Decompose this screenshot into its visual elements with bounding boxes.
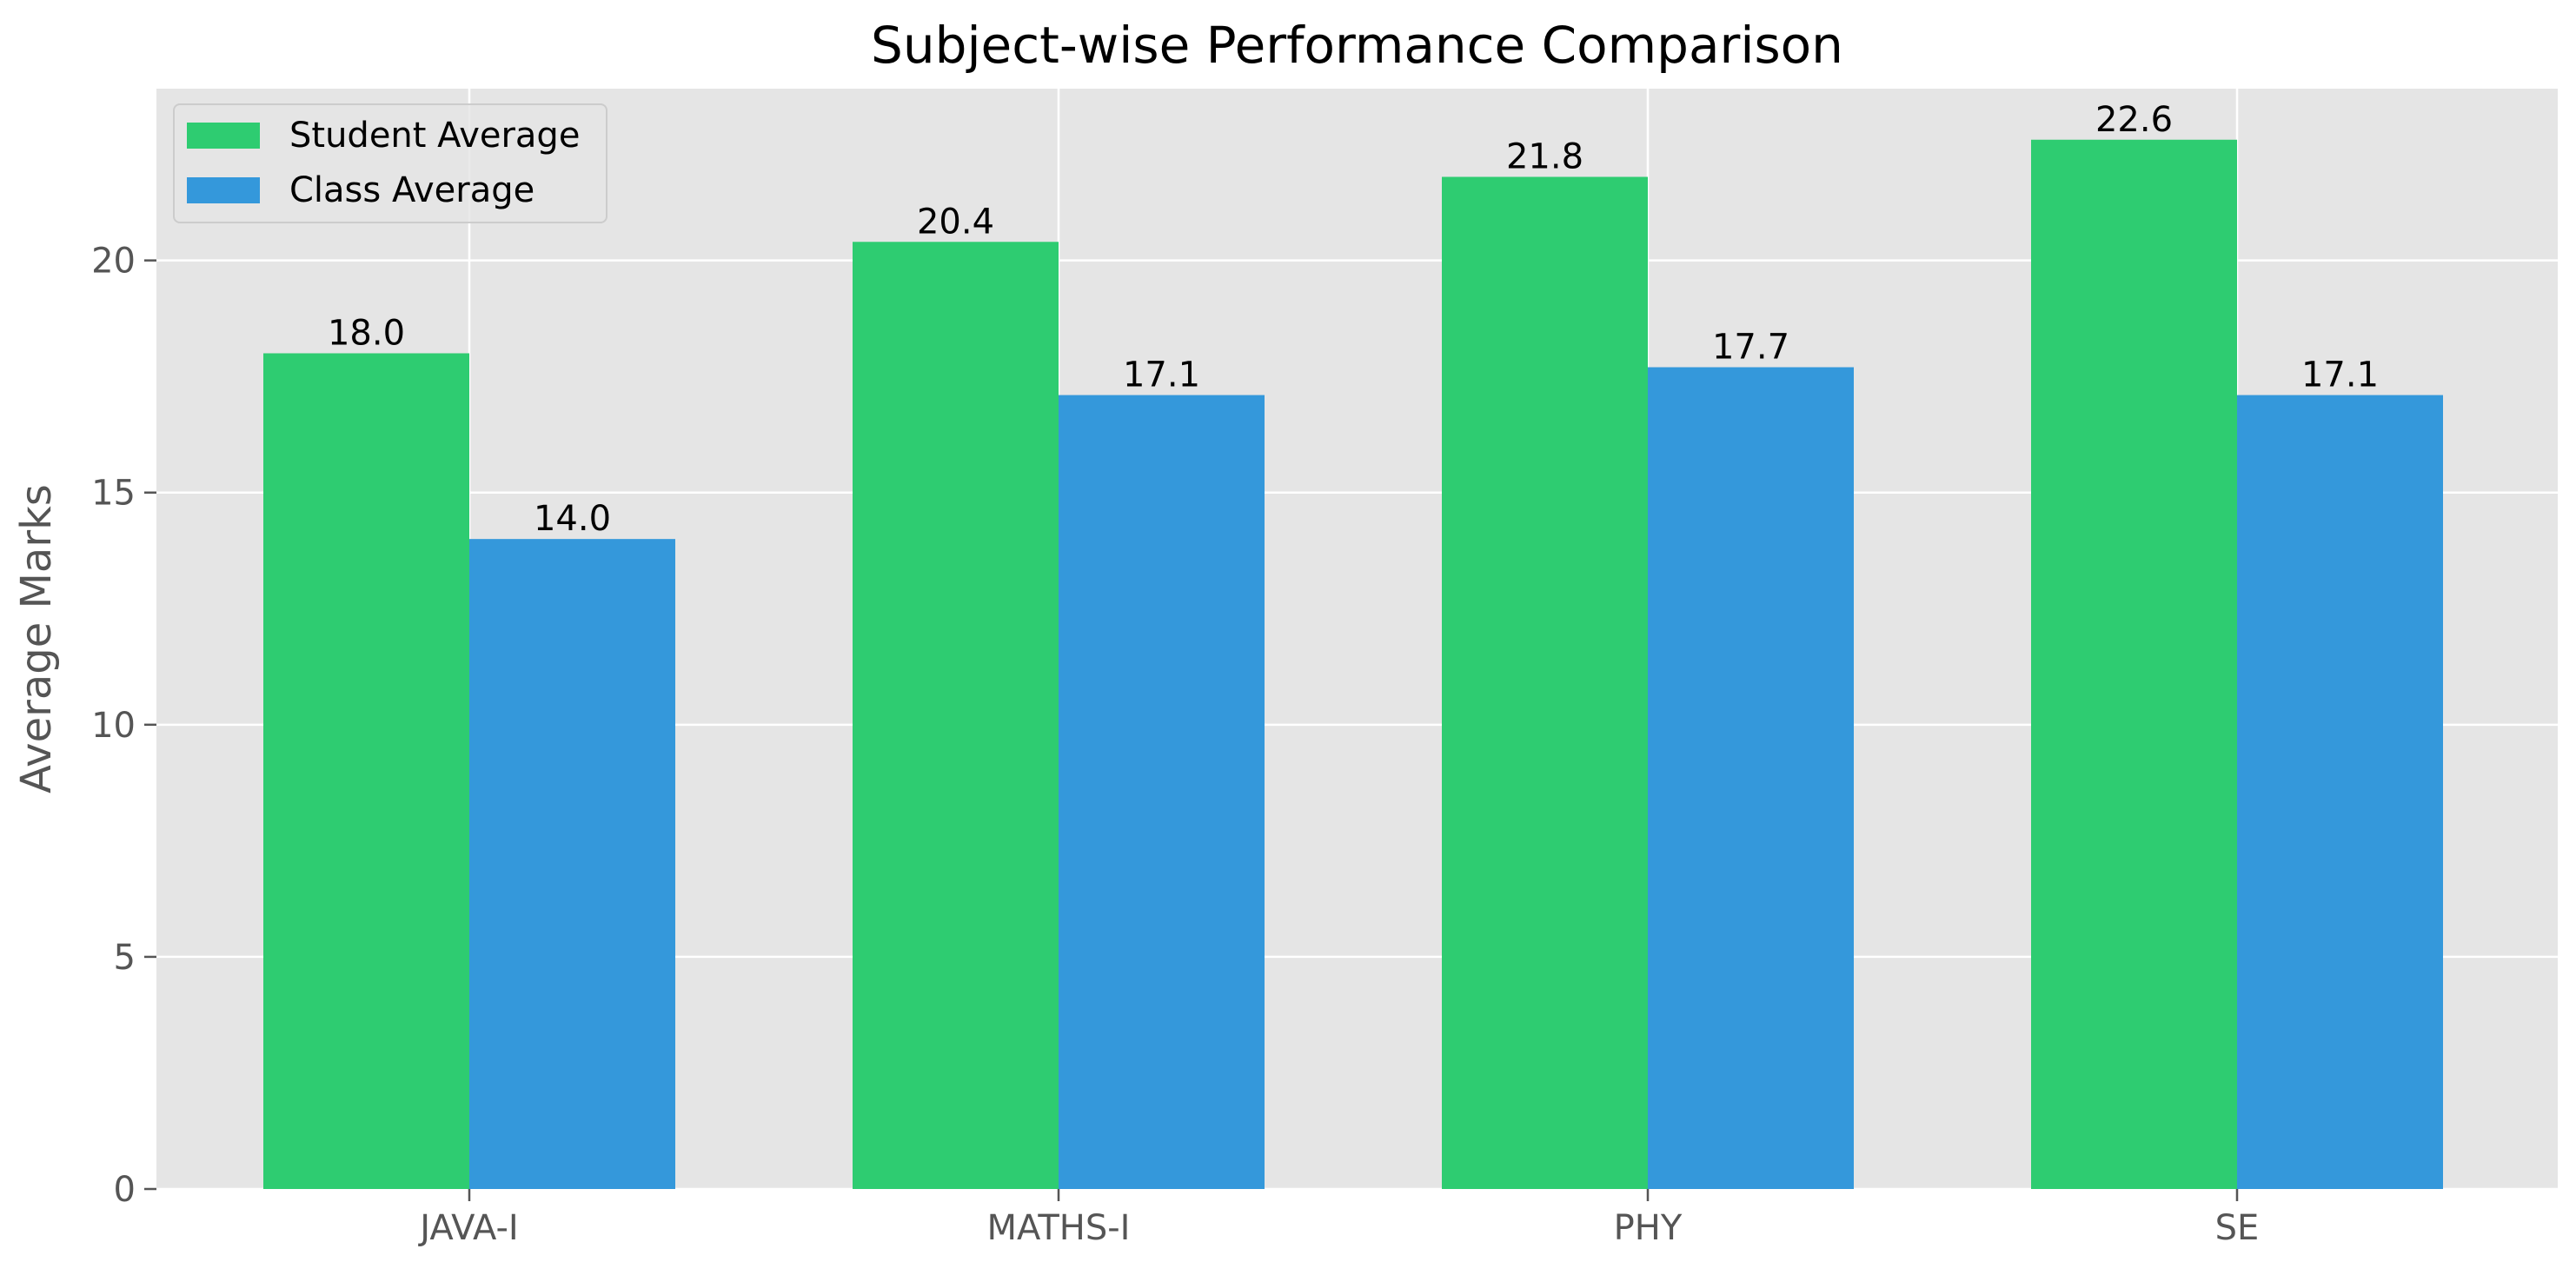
legend-label-student: Student Average [289,116,581,156]
legend-swatch-student [187,123,260,149]
y-tick-label: 15 [91,474,136,514]
value-label-student-se: 22.6 [2095,100,2173,140]
y-tick-label: 5 [114,938,136,978]
bar-class-se [2237,395,2443,1189]
bars [263,139,2443,1190]
bar-student-maths-i [853,242,1059,1190]
x-tick-label: MATHS-I [987,1208,1131,1248]
x-tick-label: JAVA-I [417,1208,518,1248]
legend-entry-student: Student Average [187,115,580,156]
legend-label-class: Class Average [289,170,535,210]
axes: 0 5 10 15 20 JAVA-I MATHS-I PHY SE [91,242,2259,1248]
y-axis-label: Average Marks [12,484,61,794]
chart-title: Subject-wise Performance Comparison [871,16,1843,75]
x-tick-label: PHY [1614,1208,1683,1248]
bar-student-se [2031,139,2237,1189]
bar-class-phy [1648,367,1854,1189]
bar-class-java-i [469,539,675,1189]
bar-student-java-i [263,353,469,1189]
value-label-student-java-i: 18.0 [328,313,405,353]
legend-swatch-class [187,177,260,203]
x-tick-label: SE [2215,1208,2260,1248]
value-label-class-maths-i: 17.1 [1123,355,1200,395]
value-label-student-phy: 21.8 [1506,136,1583,176]
legend: Student Average Class Average [173,103,607,223]
bar-student-phy [1442,176,1648,1190]
y-tick-label: 20 [91,242,136,282]
value-label-class-se: 17.1 [2301,355,2379,395]
y-tick-label: 0 [114,1170,136,1210]
y-tick-label: 10 [91,706,136,746]
value-labels: 18.0 20.4 21.8 22.6 14.0 17.1 17.7 17.1 [328,100,2379,539]
legend-entry-class: Class Average [187,169,534,211]
bar-class-maths-i [1059,395,1265,1189]
value-label-class-phy: 17.7 [1712,328,1789,368]
value-label-student-maths-i: 20.4 [917,202,994,242]
value-label-class-java-i: 14.0 [534,499,611,539]
